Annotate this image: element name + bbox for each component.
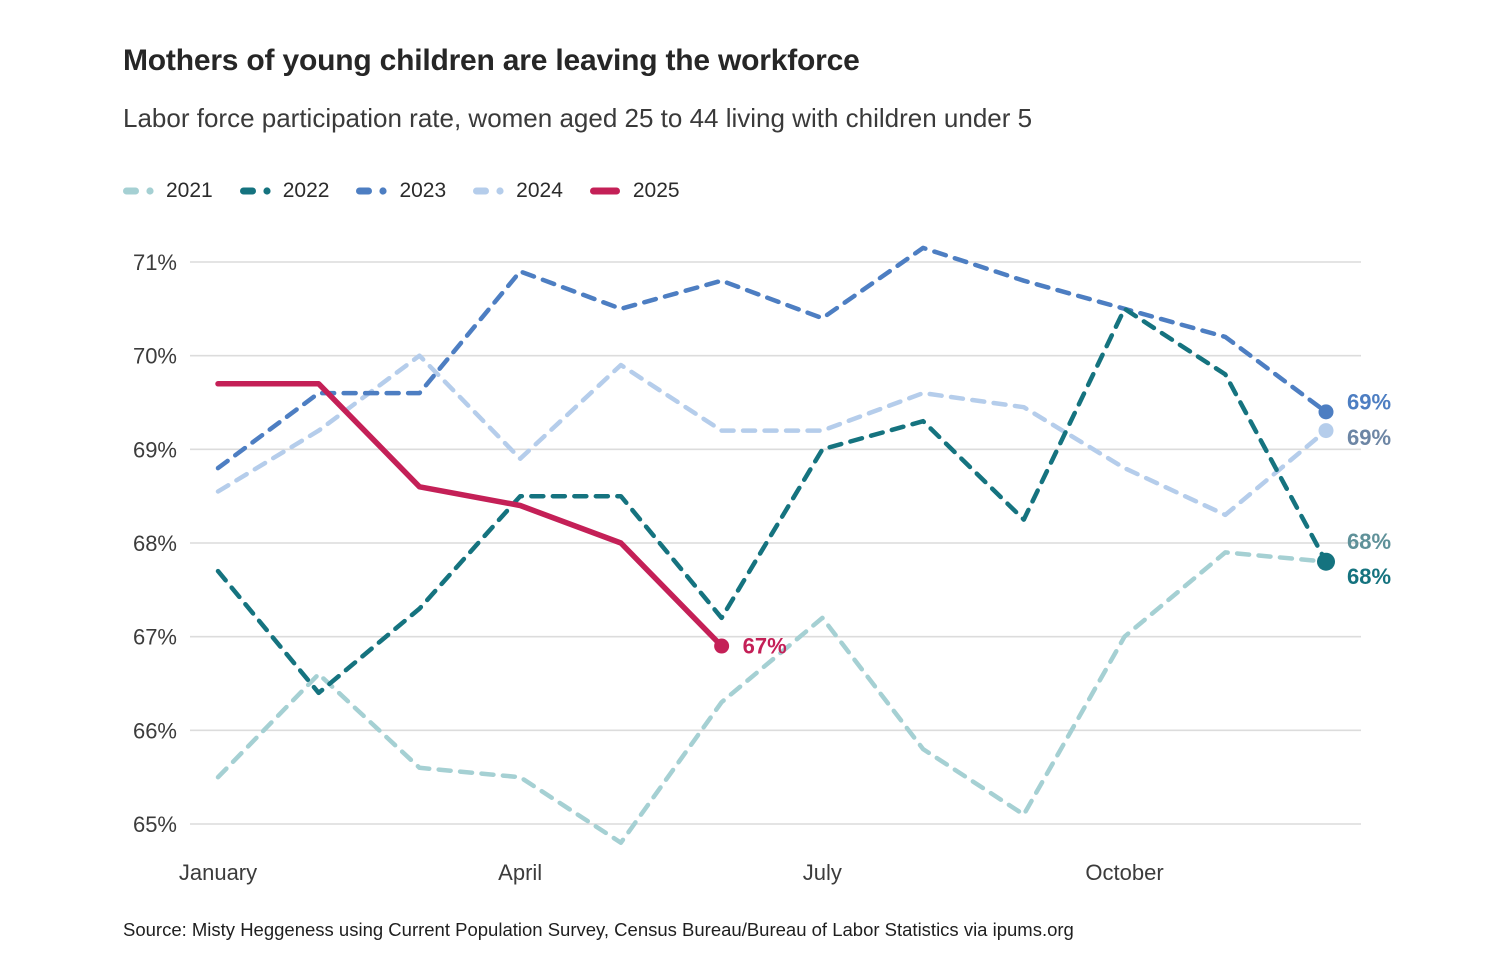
y-tick-label: 66% [133,718,177,743]
dashed-line-swatch-icon [123,187,154,195]
x-axis-labels: January April July October [179,860,1164,885]
dashed-line-swatch-icon [473,187,504,195]
end-value-label-2022: 68% [1347,564,1391,589]
y-tick-label: 68% [133,531,177,556]
y-tick-label: 65% [133,812,177,837]
series-end-value-labels: 68% 69% 69% 68% 67% [743,389,1391,658]
series-end-dot-2024 [1318,423,1334,439]
end-value-label-2025: 67% [743,634,787,659]
end-value-label-2024: 69% [1347,425,1391,450]
dashed-line-swatch-icon [356,187,388,195]
legend-item-2023: 2023 [356,179,446,203]
x-tick-label: October [1085,860,1163,885]
x-tick-label: April [498,860,542,885]
series-lines [215,245,1329,845]
chart-subtitle: Labor force participation rate, women ag… [123,103,1033,133]
legend-label: 2025 [632,179,680,202]
legend-item-2024: 2024 [473,179,563,203]
dashed-line-swatch-icon [239,187,271,195]
y-axis-labels: 71% 70% 69% 68% 67% 66% 65% [133,250,177,837]
series-line-2021 [215,550,1329,845]
y-tick-label: 69% [133,437,177,462]
chart-header: Mothers of young children are leaving th… [123,44,1032,134]
x-tick-label: July [803,860,842,885]
series-line-2025 [215,381,725,649]
series-line-2024 [215,353,1329,518]
series-end-dot-2025 [714,638,730,654]
solid-line-swatch-icon [589,187,620,195]
y-tick-label: 71% [133,250,177,275]
x-tick-label: January [179,860,257,885]
series-line-2022 [215,306,1329,696]
legend-item-2022: 2022 [239,179,330,203]
series-line-2023 [215,245,1329,471]
series-end-dot-2022 [1317,552,1335,571]
end-value-label-2021: 68% [1347,529,1391,554]
legend-label: 2022 [282,179,330,202]
chart-title: Mothers of young children are leaving th… [123,44,860,77]
legend-label: 2021 [166,179,213,202]
source-note: Source: Misty Heggeness using Current Po… [123,919,1074,940]
legend-item-2021: 2021 [123,179,213,203]
series-end-dot-2023 [1318,404,1334,420]
y-tick-label: 67% [133,625,177,650]
legend-label: 2023 [399,179,447,202]
end-value-label-2023: 69% [1347,389,1391,414]
legend-item-2025: 2025 [589,179,680,203]
legend: 2021 2022 2023 2024 2025 [123,179,680,203]
legend-label: 2024 [516,179,563,202]
series-end-dots [714,404,1335,654]
y-tick-label: 70% [133,344,177,369]
